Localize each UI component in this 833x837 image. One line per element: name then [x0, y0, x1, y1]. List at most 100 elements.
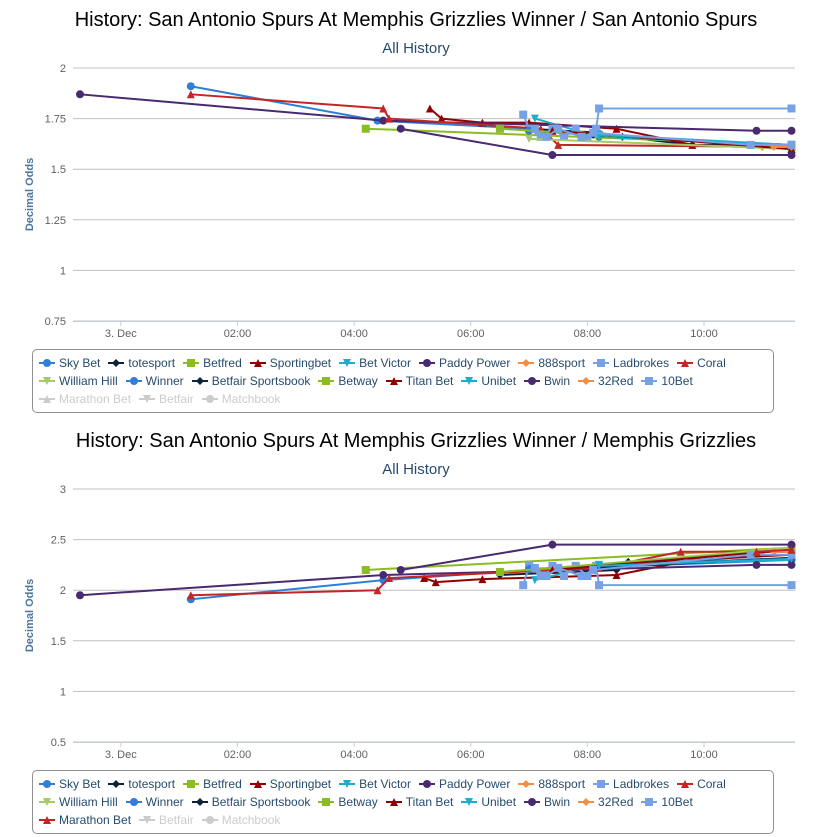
- legend-item[interactable]: Coral: [677, 775, 726, 793]
- legend-label: Bet Victor: [359, 777, 411, 791]
- square-marker-icon: [593, 359, 610, 367]
- legend-item[interactable]: William Hill: [39, 793, 118, 811]
- legend-item[interactable]: Winner: [125, 793, 184, 811]
- y-tick-label: 2: [60, 585, 66, 597]
- triangle-down-marker-icon: [339, 780, 356, 788]
- legend-item[interactable]: 10Bet: [641, 793, 693, 811]
- data-point: [478, 575, 487, 584]
- legend-item[interactable]: Paddy Power: [418, 354, 510, 372]
- data-point: [746, 140, 755, 149]
- legend-item[interactable]: Titan Bet: [385, 372, 453, 390]
- legend-item[interactable]: Ladbrokes: [593, 354, 669, 372]
- legend-item[interactable]: totesport: [108, 775, 175, 793]
- legend-item[interactable]: Betway: [318, 372, 378, 390]
- legend-item[interactable]: 32Red: [578, 372, 633, 390]
- legend-item[interactable]: Bet Victor: [339, 775, 411, 793]
- x-tick-label: 10:00: [690, 328, 718, 340]
- legend-item[interactable]: Sportingbet: [249, 354, 332, 372]
- y-tick-label: 1.75: [45, 114, 66, 126]
- data-point: [595, 561, 604, 570]
- legend-item[interactable]: 10Bet: [641, 372, 693, 390]
- legend-marker: [43, 798, 51, 806]
- legend-item[interactable]: Titan Bet: [385, 793, 454, 811]
- series-sky-bet: [186, 82, 796, 149]
- y-tick-label: 1.25: [45, 215, 66, 227]
- triangle-marker-icon: [385, 798, 402, 806]
- legend-item[interactable]: Bwin: [524, 793, 570, 811]
- x-tick-label: 3. Dec: [105, 749, 137, 761]
- series-bwin: [396, 540, 796, 574]
- legend-label: Winner: [145, 374, 184, 388]
- legend-marker: [143, 395, 152, 403]
- data-point: [530, 563, 539, 572]
- data-point: [787, 545, 796, 554]
- legend-item[interactable]: Matchbook: [201, 390, 281, 408]
- legend-item[interactable]: Paddy Power: [418, 775, 510, 793]
- circle-marker-icon: [39, 359, 55, 367]
- legend-marker: [582, 798, 591, 806]
- legend-label: totesport: [128, 777, 176, 791]
- legend-item[interactable]: 888sport: [518, 354, 585, 372]
- series-line: [190, 85, 792, 146]
- legend-item[interactable]: William Hill: [39, 372, 118, 390]
- series-line: [190, 550, 792, 597]
- data-point: [186, 591, 195, 600]
- legend-item[interactable]: Ladbrokes: [593, 775, 669, 793]
- legend-item[interactable]: Betfred: [183, 354, 242, 372]
- legend-label: 10Bet: [661, 795, 693, 809]
- triangle-down-marker-icon: [39, 377, 55, 385]
- chart-subtitle: All History: [382, 461, 450, 478]
- legend-item[interactable]: Bwin: [524, 372, 570, 390]
- legend-label: Sportingbet: [269, 356, 332, 370]
- diamond-marker-icon: [578, 798, 595, 806]
- square-marker-icon: [318, 377, 335, 385]
- legend-label: Bwin: [544, 795, 571, 809]
- legend-item[interactable]: Coral: [677, 354, 726, 372]
- legend-marker: [187, 780, 196, 788]
- data-point: [554, 563, 563, 572]
- data-point: [379, 571, 388, 580]
- legend-item[interactable]: Betfair Sportsbook: [191, 793, 310, 811]
- legend-item[interactable]: Sky Bet: [39, 775, 100, 793]
- legend-item[interactable]: Betfred: [183, 775, 242, 793]
- legend-item[interactable]: Unibet: [461, 793, 516, 811]
- series-line: [190, 93, 792, 148]
- data-point: [525, 134, 534, 143]
- legend-label: Betfred: [203, 777, 242, 791]
- triangle-down-marker-icon: [461, 798, 478, 806]
- legend-item[interactable]: Marathon Bet: [39, 390, 131, 408]
- data-point: [787, 104, 796, 113]
- legend-marker: [422, 359, 431, 367]
- x-tick-label: 3. Dec: [105, 328, 137, 340]
- data-point: [548, 565, 557, 574]
- y-tick-label: 0.5: [51, 737, 66, 749]
- circle-marker-icon: [39, 780, 55, 788]
- data-point: [548, 540, 557, 549]
- legend-item[interactable]: Betfair Sportsbook: [191, 372, 310, 390]
- legend-label: 32Red: [598, 374, 634, 388]
- data-point: [612, 124, 621, 133]
- legend-item[interactable]: Marathon Bet: [39, 811, 131, 829]
- legend-label: Matchbook: [221, 392, 281, 406]
- legend-item[interactable]: totesport: [108, 354, 175, 372]
- legend-item[interactable]: 888sport: [518, 775, 585, 793]
- data-point: [385, 574, 394, 583]
- legend-item[interactable]: Betway: [318, 793, 378, 811]
- triangle-down-marker-icon: [339, 359, 356, 367]
- legend-item[interactable]: Sky Bet: [39, 354, 100, 372]
- legend-item[interactable]: Betfair: [139, 390, 194, 408]
- data-point: [571, 124, 580, 133]
- legend-marker: [322, 377, 331, 385]
- legend-item[interactable]: Bet Victor: [339, 354, 411, 372]
- legend-item[interactable]: Sportingbet: [249, 775, 331, 793]
- series-10bet: [530, 550, 796, 581]
- data-point: [361, 124, 370, 133]
- legend-item[interactable]: Winner: [125, 372, 184, 390]
- legend-item[interactable]: Unibet: [461, 372, 516, 390]
- legend-item[interactable]: Betfair: [139, 811, 194, 829]
- legend-item[interactable]: Matchbook: [201, 811, 280, 829]
- legend-label: Titan Bet: [405, 795, 454, 809]
- legend-item[interactable]: 32Red: [578, 793, 633, 811]
- data-point: [75, 90, 84, 99]
- legend-label: 888sport: [538, 777, 586, 791]
